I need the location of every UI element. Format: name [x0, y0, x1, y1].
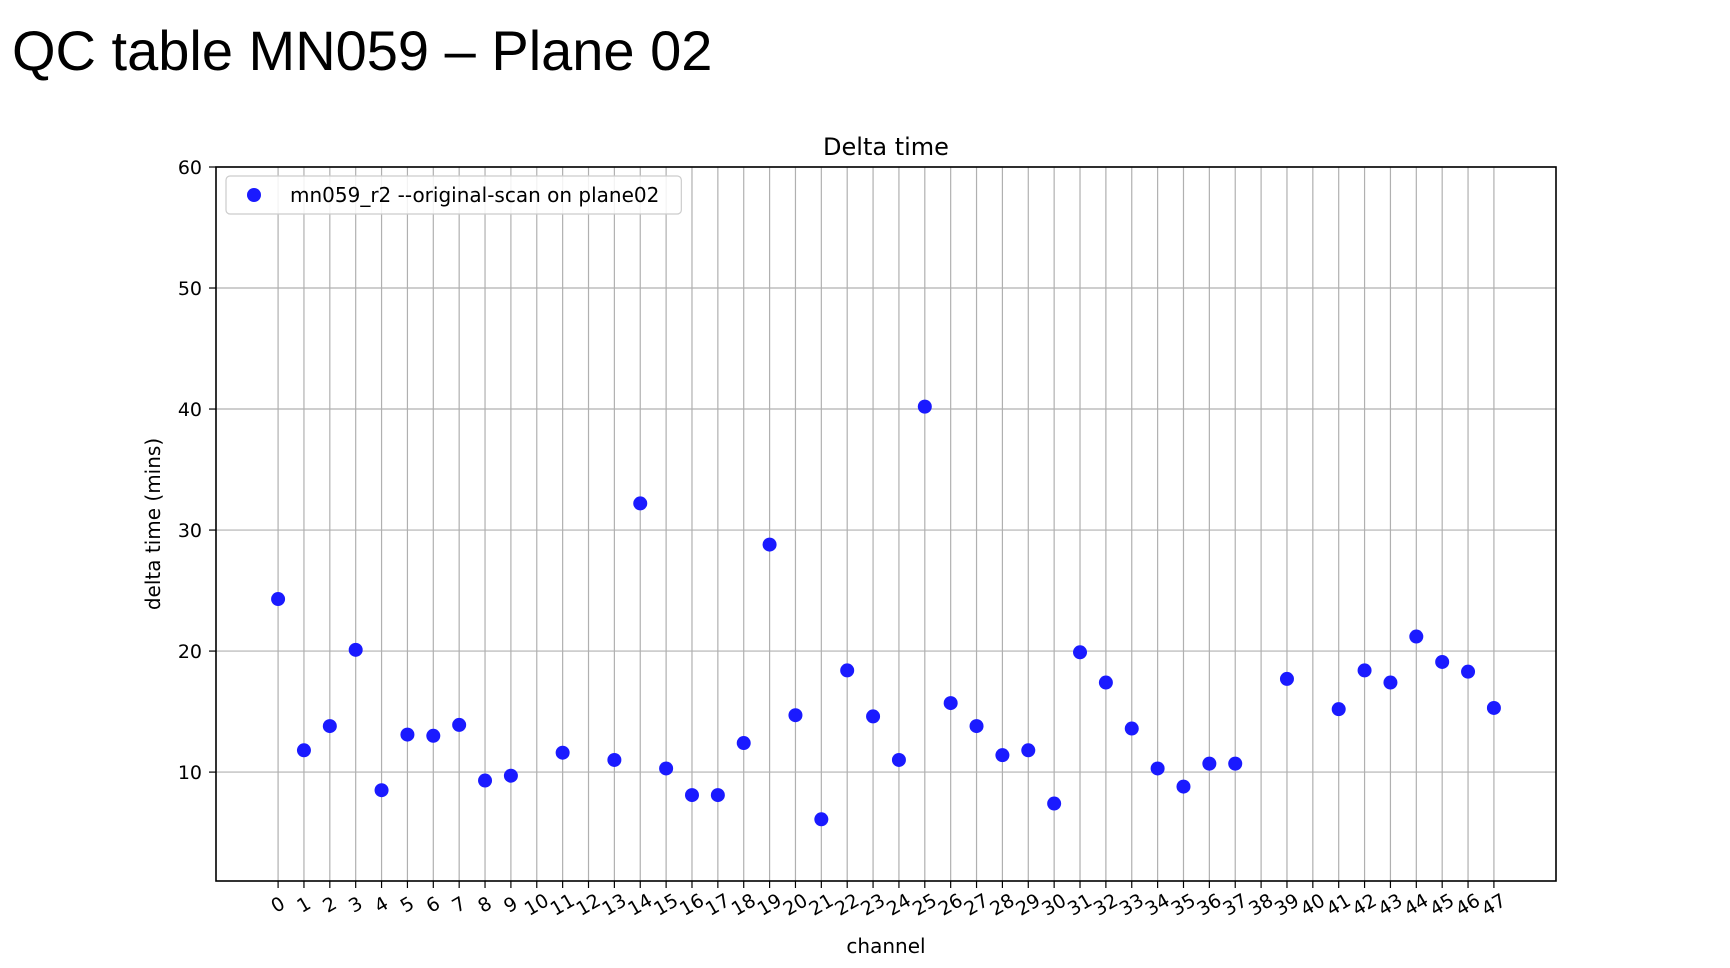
- axis-ticks: 0 1 2 3 4 5 6 7 8 9 101112131415161718192021222324…: [178, 157, 1510, 921]
- data-point: [684, 788, 699, 803]
- data-point: [917, 399, 932, 414]
- data-point: [814, 812, 829, 827]
- y-tick-label: 20: [178, 641, 202, 663]
- x-tick-label: 3: [345, 892, 366, 917]
- legend-label: mn059_r2 --original-scan on plane02: [290, 183, 659, 207]
- data-point: [426, 728, 441, 743]
- data-point: [555, 745, 570, 760]
- data-points: [271, 399, 1501, 827]
- data-point: [503, 768, 518, 783]
- data-point: [1435, 654, 1450, 669]
- data-point: [1461, 664, 1476, 679]
- data-point: [633, 496, 648, 511]
- data-point: [1150, 761, 1165, 776]
- y-tick-label: 60: [178, 157, 202, 179]
- x-tick-label: 47: [1478, 889, 1510, 920]
- x-tick-label: 9: [500, 892, 521, 917]
- data-point: [1383, 675, 1398, 690]
- data-point: [1047, 796, 1062, 811]
- data-point: [1098, 675, 1113, 690]
- x-tick-label: 7: [448, 892, 469, 917]
- data-point: [322, 719, 337, 734]
- data-point: [659, 761, 674, 776]
- x-tick-label: 4: [371, 892, 392, 917]
- data-point: [1124, 721, 1139, 736]
- plot-frame: [215, 166, 1557, 882]
- data-point: [271, 592, 286, 607]
- data-point: [736, 736, 751, 751]
- x-tick-label: 0: [267, 892, 288, 917]
- data-point: [1357, 663, 1372, 678]
- data-point: [943, 696, 958, 711]
- data-point: [1409, 629, 1424, 644]
- data-point: [1176, 779, 1191, 794]
- legend-box: [225, 175, 682, 215]
- y-tick-label: 30: [178, 520, 202, 542]
- x-tick-label: 1: [293, 892, 314, 917]
- slide-title: QC table MN059 – Plane 02: [12, 19, 713, 82]
- x-tick-label: 6: [423, 892, 444, 917]
- y-tick-label: 10: [178, 762, 202, 784]
- data-point: [840, 663, 855, 678]
- x-tick-label: 2: [319, 892, 340, 917]
- y-axis-title: delta time (mins): [141, 438, 165, 610]
- data-point: [1073, 645, 1088, 660]
- data-point: [1486, 700, 1501, 715]
- legend-marker: [247, 188, 261, 202]
- x-tick-label: 8: [474, 892, 495, 917]
- data-point: [1021, 743, 1036, 758]
- data-point: [891, 752, 906, 767]
- x-tick-label: 5: [397, 892, 418, 917]
- y-tick-label: 40: [178, 399, 202, 421]
- x-axis-title: channel: [846, 934, 925, 958]
- data-point: [1331, 702, 1346, 717]
- data-point: [296, 743, 311, 758]
- chart-title: Delta time: [823, 133, 949, 161]
- data-point: [788, 708, 803, 723]
- grid-lines: [216, 166, 1556, 881]
- data-point: [1202, 756, 1217, 771]
- data-point: [1228, 756, 1243, 771]
- data-point: [762, 537, 777, 552]
- data-point: [710, 788, 725, 803]
- legend: mn059_r2 --original-scan on plane02: [225, 175, 682, 215]
- data-point: [348, 642, 363, 657]
- data-point: [478, 773, 493, 788]
- y-tick-label: 50: [178, 278, 202, 300]
- data-point: [400, 727, 415, 742]
- data-point: [995, 748, 1010, 763]
- data-point: [452, 717, 467, 732]
- data-point: [1279, 671, 1294, 686]
- data-point: [969, 719, 984, 734]
- data-point: [374, 783, 389, 798]
- data-point: [866, 709, 881, 724]
- data-point: [607, 752, 622, 767]
